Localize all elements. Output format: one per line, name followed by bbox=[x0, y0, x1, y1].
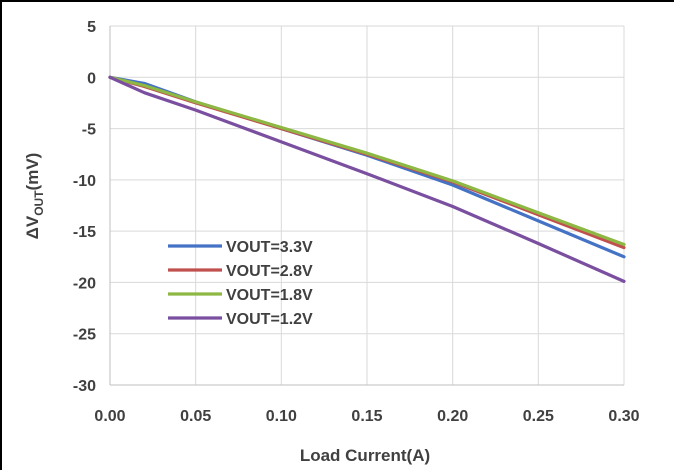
x-tick-label: 0.20 bbox=[437, 408, 468, 425]
y-tick-label: 5 bbox=[87, 19, 96, 36]
legend-label-3: VOUT=1.8V bbox=[226, 287, 313, 304]
x-tick-label: 0.10 bbox=[266, 408, 297, 425]
x-tick-label: 0.00 bbox=[94, 408, 125, 425]
y-tick-label: -15 bbox=[73, 224, 96, 241]
series-lines bbox=[108, 75, 626, 283]
x-tick-label: 0.15 bbox=[351, 408, 382, 425]
legend-label-1: VOUT=3.3V bbox=[226, 239, 313, 256]
y-tick-label: -25 bbox=[73, 327, 96, 344]
x-tick-label: 0.05 bbox=[180, 408, 211, 425]
y-axis-title-suffix: (mV) bbox=[23, 153, 42, 191]
x-tick-label: 0.30 bbox=[608, 408, 639, 425]
x-axis-title: Load Current(A) bbox=[300, 446, 430, 465]
y-tick-label: -5 bbox=[82, 122, 96, 139]
legend: VOUT=3.3V VOUT=2.8V VOUT=1.8V VOUT=1.2V bbox=[168, 239, 313, 328]
x-tick-label: 0.25 bbox=[523, 408, 554, 425]
legend-label-2: VOUT=2.8V bbox=[226, 263, 313, 280]
axes bbox=[109, 26, 624, 386]
legend-label-4: VOUT=1.2V bbox=[226, 311, 313, 328]
series-line-4 bbox=[108, 75, 626, 283]
tick-labels: 5 0 -5 -10 -15 -20 -25 -30 0.00 0.05 0.10 0.15 0.20 0… bbox=[73, 19, 640, 425]
series-line-3 bbox=[108, 75, 626, 247]
y-axis-title-prefix: ΔV bbox=[23, 215, 42, 239]
y-axis-title: ΔVOUT(mV) bbox=[23, 153, 46, 240]
y-tick-label: -20 bbox=[73, 275, 96, 292]
y-tick-label: -10 bbox=[73, 173, 96, 190]
y-tick-label: -30 bbox=[73, 378, 96, 395]
y-tick-label: 0 bbox=[87, 70, 96, 87]
grid-lines bbox=[110, 25, 625, 385]
y-axis-title-subscript: OUT bbox=[32, 190, 46, 216]
